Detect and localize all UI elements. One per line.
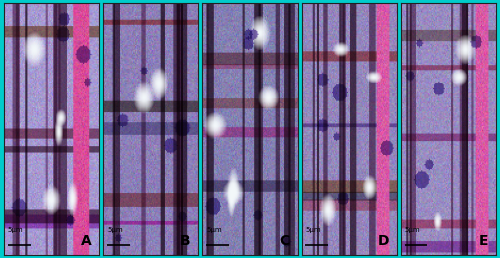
Text: C: C [280,234,290,248]
Text: 5μm: 5μm [107,227,122,233]
Text: A: A [81,234,92,248]
Text: D: D [378,234,389,248]
Text: 5μm: 5μm [8,227,24,233]
Text: 5μm: 5μm [306,227,321,233]
Text: E: E [479,234,488,248]
Text: 5μm: 5μm [206,227,222,233]
Text: B: B [180,234,191,248]
Text: 5μm: 5μm [404,227,420,233]
